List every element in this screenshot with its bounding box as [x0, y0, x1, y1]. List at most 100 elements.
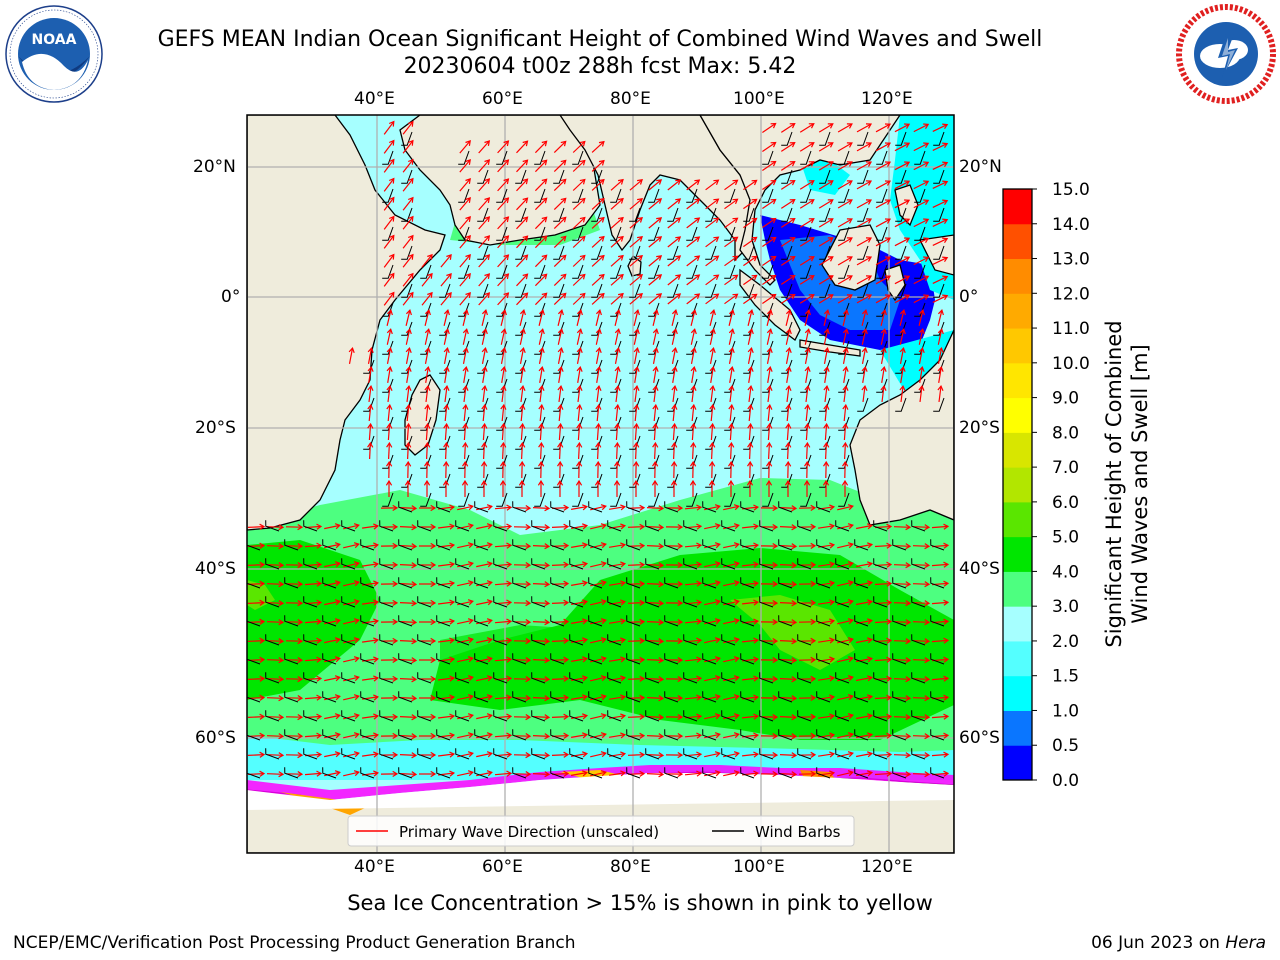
wind-barb — [553, 321, 565, 336]
wave-arrow-head — [443, 384, 450, 391]
wave-direction-arrow — [913, 142, 929, 152]
wave-arrow-head — [405, 384, 412, 391]
wave-arrow-head — [538, 309, 545, 316]
wave-arrow-head — [866, 542, 874, 549]
wave-arrow-head — [462, 309, 469, 316]
wave-arrow-head — [486, 561, 493, 568]
wind-barb — [591, 245, 603, 260]
wave-arrow-head — [541, 254, 548, 261]
wave-direction-arrow — [818, 601, 834, 605]
wave-direction-arrow — [610, 217, 624, 229]
wave-direction-arrow — [747, 310, 753, 326]
wind-barb — [322, 539, 337, 551]
wind-barb — [797, 672, 812, 684]
wave-direction-arrow — [742, 639, 758, 643]
wind-barb — [743, 359, 755, 374]
wave-direction-arrow — [861, 329, 867, 345]
wave-arrow-head — [694, 274, 701, 281]
wave-arrow-head — [538, 403, 545, 410]
wave-arrow-head — [467, 561, 474, 568]
wave-arrow-head — [847, 561, 854, 568]
wave-direction-arrow — [818, 563, 834, 567]
wave-direction-arrow — [570, 544, 588, 548]
wave-arrow-head — [259, 599, 266, 606]
wave-arrow-head — [766, 441, 773, 448]
wave-direction-arrow — [635, 442, 637, 460]
wave-direction-arrow — [500, 347, 506, 365]
wind-barb — [702, 767, 717, 779]
wave-arrow-head — [899, 365, 906, 372]
wave-arrow-head — [829, 751, 836, 758]
wind-barb — [493, 558, 508, 570]
wave-arrow-head — [753, 618, 760, 625]
wave-direction-arrow — [818, 639, 834, 643]
wave-arrow-head — [842, 441, 849, 448]
wave-arrow-head — [316, 542, 323, 549]
wave-direction-arrow — [913, 180, 929, 190]
wave-arrow-head — [544, 676, 551, 683]
wave-direction-arrow — [667, 217, 681, 229]
wave-direction-arrow — [855, 562, 873, 568]
wave-arrow-head — [732, 198, 739, 205]
wave-arrow-head — [563, 523, 570, 530]
wave-arrow-head — [690, 365, 697, 372]
wave-direction-arrow — [445, 442, 447, 460]
wave-arrow-head — [486, 770, 493, 777]
wind-barb — [588, 615, 603, 627]
wave-direction-arrow — [818, 237, 834, 247]
wind-barb — [610, 492, 622, 507]
wave-arrow-head — [733, 561, 740, 568]
wave-direction-arrow — [779, 564, 797, 566]
wave-direction-arrow — [818, 677, 834, 681]
wind-barb — [284, 577, 299, 589]
wave-arrow-head — [942, 180, 949, 187]
wave-arrow-head — [829, 504, 836, 511]
wave-arrow-head — [714, 732, 721, 739]
wave-direction-arrow — [728, 347, 734, 365]
wave-direction-arrow — [805, 367, 809, 383]
wind-barb — [572, 378, 584, 393]
wave-arrow-head — [751, 198, 758, 205]
wave-arrow-head — [884, 180, 892, 186]
wind-barb — [705, 207, 717, 222]
wave-arrow-head — [407, 177, 414, 184]
wind-barb — [265, 672, 280, 684]
wave-direction-arrow — [684, 620, 702, 624]
wind-barb — [705, 321, 717, 336]
wind-barb — [515, 397, 527, 412]
wave-arrow-head — [785, 309, 792, 316]
wave-direction-arrow — [723, 581, 739, 587]
wind-barb — [819, 245, 831, 260]
wave-arrow-head — [411, 505, 418, 512]
wave-arrow-head — [772, 599, 779, 607]
wave-arrow-head — [827, 218, 834, 224]
wind-barb — [515, 473, 527, 488]
wave-direction-arrow — [304, 772, 322, 776]
wave-arrow-head — [620, 675, 627, 682]
wave-arrow-head — [829, 561, 836, 568]
wave-arrow-head — [772, 523, 779, 531]
wave-arrow-head — [791, 581, 798, 588]
wave-arrow-head — [373, 523, 380, 530]
wind-barb — [664, 653, 679, 665]
wind-barb — [667, 397, 679, 412]
wave-direction-arrow — [724, 293, 738, 305]
wave-arrow-head — [600, 770, 607, 777]
wave-arrow-head — [747, 422, 754, 429]
wave-arrow-head — [481, 365, 488, 372]
wave-arrow-head — [733, 713, 740, 720]
wave-arrow-head — [823, 365, 830, 372]
wave-arrow-head — [579, 292, 586, 299]
wave-arrow-head — [563, 732, 570, 739]
wind-barb — [854, 691, 869, 703]
wave-arrow-head — [386, 365, 393, 372]
wave-direction-arrow — [673, 442, 675, 460]
wind-barb — [686, 302, 698, 317]
wind-barb — [914, 264, 926, 279]
wind-barb — [303, 520, 318, 532]
wave-arrow-head — [865, 161, 873, 167]
wave-arrow-head — [690, 384, 697, 391]
wind-barb — [629, 245, 641, 260]
wave-direction-arrow — [729, 386, 733, 402]
wave-direction-arrow — [610, 236, 624, 248]
